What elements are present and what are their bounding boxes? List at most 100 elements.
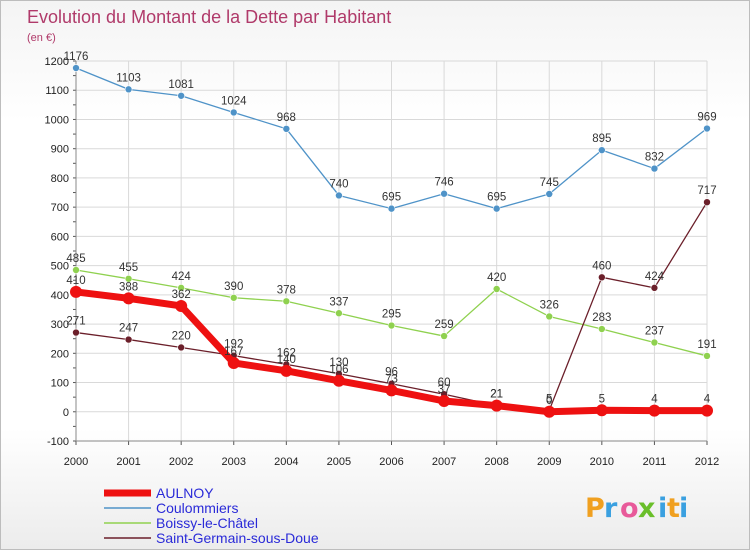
data-point <box>598 325 606 333</box>
data-point <box>543 405 556 418</box>
data-point <box>70 285 82 298</box>
data-point <box>335 309 343 318</box>
y-tick-label: 500 <box>51 261 69 273</box>
data-point <box>387 321 396 330</box>
data-point <box>124 274 133 283</box>
data-point <box>385 384 398 397</box>
data-label: 0 <box>546 395 552 407</box>
x-tick-label: 2009 <box>537 456 561 468</box>
logo-letter: t <box>667 493 680 524</box>
data-label: 390 <box>224 281 243 293</box>
data-point <box>229 108 238 117</box>
data-point <box>280 364 293 377</box>
data-point <box>122 292 135 305</box>
legend-label: Coulommiers <box>156 500 238 516</box>
data-label: 695 <box>487 192 506 204</box>
x-tick-label: 2008 <box>484 456 508 468</box>
logo-letter: P <box>585 493 605 524</box>
data-label: 96 <box>385 367 398 379</box>
x-tick-label: 2003 <box>222 456 246 468</box>
data-label: 1103 <box>116 72 141 84</box>
legend-label: Boissy-le-Châtel <box>156 515 258 531</box>
chart-subtitle: (en €) <box>27 32 56 44</box>
data-point <box>650 164 659 173</box>
data-label: 455 <box>119 262 138 274</box>
y-tick-label: 1000 <box>45 114 69 126</box>
x-tick-label: 2002 <box>169 456 193 468</box>
y-tick-label: 900 <box>51 144 69 156</box>
data-point <box>648 404 661 417</box>
data-label: 410 <box>66 275 85 287</box>
data-label: 259 <box>434 319 453 331</box>
y-tick-label: 600 <box>51 231 69 243</box>
data-point <box>282 125 291 133</box>
data-point <box>545 312 554 321</box>
data-label: 295 <box>382 309 401 321</box>
data-label: 717 <box>697 185 716 197</box>
data-point <box>598 146 606 154</box>
data-label: 969 <box>697 112 716 124</box>
x-tick-label: 2004 <box>274 456 298 468</box>
x-tick-label: 2011 <box>643 456 667 468</box>
data-label: 220 <box>172 330 191 342</box>
y-tick-label: 300 <box>51 319 69 331</box>
data-point <box>72 266 80 274</box>
data-label: 337 <box>329 296 348 308</box>
data-label: 460 <box>592 260 611 272</box>
data-label: 1081 <box>168 79 194 91</box>
data-point <box>229 293 238 302</box>
logo-letter: i <box>679 493 688 524</box>
y-tick-label: 1100 <box>45 85 69 97</box>
data-label: 162 <box>277 347 296 359</box>
data-label: 420 <box>487 272 506 284</box>
data-label: 247 <box>119 323 138 335</box>
data-label: 167 <box>224 346 243 358</box>
data-label: 192 <box>224 339 243 351</box>
x-tick-label: 2007 <box>432 456 456 468</box>
data-point <box>545 190 554 198</box>
data-label: 695 <box>382 192 401 204</box>
x-tick-label: 2012 <box>695 456 719 468</box>
y-tick-label: -100 <box>47 436 69 448</box>
data-point <box>650 284 659 292</box>
data-point <box>72 328 80 337</box>
y-tick-label: 100 <box>51 378 69 390</box>
data-point <box>492 204 501 213</box>
data-point <box>282 297 291 306</box>
data-label: 485 <box>66 253 85 265</box>
chart-title: Evolution du Montant de la Dette par Hab… <box>27 7 391 27</box>
y-tick-label: 1200 <box>45 56 69 68</box>
data-point <box>177 91 185 100</box>
data-point <box>438 394 451 407</box>
data-point <box>72 64 80 72</box>
y-tick-label: 700 <box>51 202 69 214</box>
data-label: 388 <box>119 281 138 293</box>
data-label: 745 <box>540 177 559 189</box>
x-tick-label: 2005 <box>327 456 351 468</box>
data-label: 424 <box>172 271 192 283</box>
data-label: 740 <box>329 178 348 190</box>
data-label: 424 <box>645 271 665 283</box>
legend: AULNOYCoulommiersBoissy-le-ChâtelSaint-G… <box>104 485 319 546</box>
data-label: 191 <box>697 339 716 351</box>
x-tick-label: 2001 <box>116 456 140 468</box>
data-label: 21 <box>490 389 503 401</box>
data-point <box>124 85 133 94</box>
data-point <box>124 335 133 344</box>
data-label: 4 <box>651 394 658 406</box>
data-point <box>387 204 396 213</box>
data-label: 1176 <box>64 51 89 63</box>
data-point <box>598 273 606 282</box>
grid-layer <box>75 60 708 442</box>
y-tick-label: 400 <box>51 290 69 302</box>
data-point <box>595 404 608 417</box>
data-label-layer: 1176 1103 1081 1024 968 740 695 746 695 745 895 832… <box>64 51 717 407</box>
data-label: 968 <box>277 112 296 124</box>
data-label: 271 <box>66 316 85 328</box>
data-label: 37 <box>438 384 451 396</box>
data-label: 378 <box>277 284 296 296</box>
series-layer <box>70 64 713 418</box>
data-point <box>175 299 188 312</box>
